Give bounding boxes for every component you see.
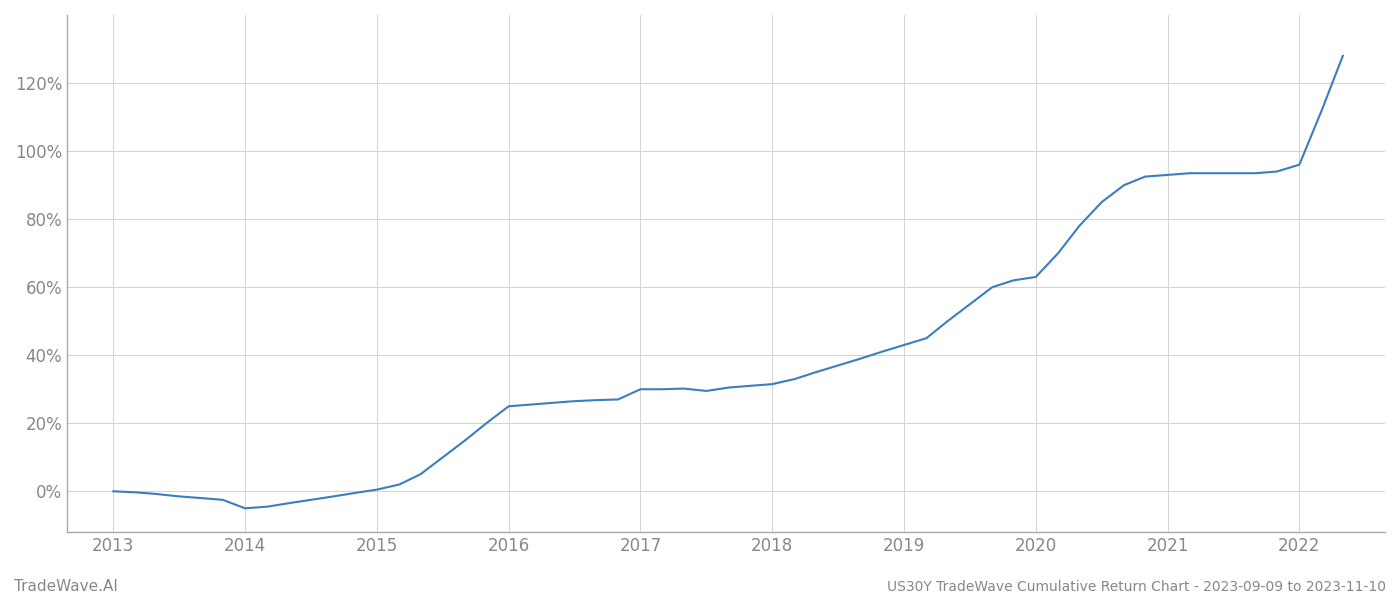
- Text: TradeWave.AI: TradeWave.AI: [14, 579, 118, 594]
- Text: US30Y TradeWave Cumulative Return Chart - 2023-09-09 to 2023-11-10: US30Y TradeWave Cumulative Return Chart …: [888, 580, 1386, 594]
